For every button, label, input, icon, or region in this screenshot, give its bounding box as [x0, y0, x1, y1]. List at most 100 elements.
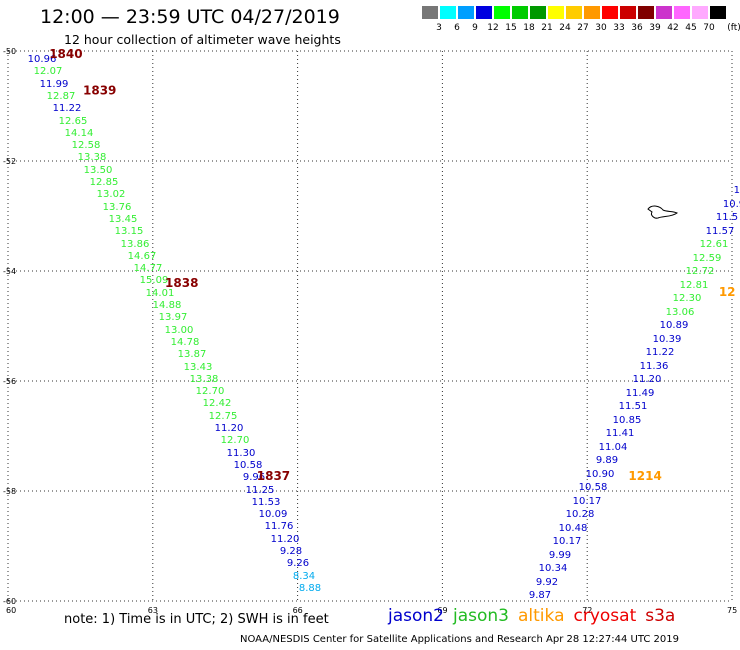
- swh-label: 12.70: [221, 435, 250, 446]
- axis-ticks: 60 63 66 69 72 75 -50 -52 -54 -56 -58 -60: [3, 47, 737, 615]
- swh-label: 12.42: [203, 398, 232, 409]
- legend-swatch: [548, 6, 564, 19]
- pass-number-label: 1837: [257, 469, 290, 483]
- swh-label: 12.87: [47, 91, 76, 102]
- swh-label: 9.87: [529, 590, 551, 601]
- pass-labels: 1840 1839 1838 1837 1214 12: [49, 47, 735, 483]
- lon-tick-label: 75: [727, 606, 737, 615]
- swh-label: 12.59: [693, 253, 722, 264]
- lon-tick-label: 63: [148, 606, 158, 615]
- swh-label: 9.28: [280, 546, 302, 557]
- map-title: 12:00 — 23:59 UTC 04/27/2019: [40, 6, 340, 28]
- lat-tick-label: -60: [3, 597, 16, 606]
- swh-label: 8.34: [293, 571, 315, 582]
- legend-label: 36: [631, 23, 643, 33]
- swh-label: 11.49: [626, 388, 655, 399]
- legend-label: 15: [505, 23, 517, 33]
- swh-label: 12.30: [673, 293, 702, 304]
- lon-tick-label: 69: [437, 606, 447, 615]
- lat-tick-label: -54: [3, 267, 16, 276]
- swh-label: 11.51: [619, 401, 648, 412]
- swh-label: 14.67: [128, 251, 157, 262]
- swh-label: 10: [734, 185, 740, 196]
- swh-label: 8.88: [299, 583, 321, 594]
- satellite-name: jason3: [453, 606, 509, 626]
- swh-label: 12.81: [680, 280, 709, 291]
- swh-label: 10.9: [723, 199, 740, 210]
- legend-label: 9: [472, 23, 478, 33]
- legend-label: 6: [454, 23, 460, 33]
- swh-label: 10.85: [613, 415, 642, 426]
- swh-label: 11.76: [265, 521, 294, 532]
- swh-label: 11.20: [633, 374, 662, 385]
- lon-tick-label: 72: [582, 606, 592, 615]
- swh-label: 12.58: [72, 140, 101, 151]
- satellite-name: cryosat: [573, 606, 637, 626]
- track-east: 141010.911.511.5712.6112.5912.7212.8112.…: [529, 185, 740, 601]
- legend-label: 70: [703, 23, 715, 33]
- swh-label: 11.5: [716, 212, 738, 223]
- legend-swatch: [692, 6, 708, 19]
- swh-label: 9.89: [596, 455, 618, 466]
- legend-swatch: [620, 6, 636, 19]
- swh-label: 13.50: [84, 165, 113, 176]
- legend-swatch: [494, 6, 510, 19]
- swh-label: 13.38: [190, 374, 219, 385]
- swh-label: 12.65: [59, 116, 88, 127]
- credit-line: NOAA/NESDIS Center for Satellite Applica…: [240, 634, 679, 645]
- swh-label: 11.41: [606, 428, 635, 439]
- swh-label: 9.99: [549, 550, 571, 561]
- swh-label: 13.02: [97, 189, 126, 200]
- graticule: [7, 50, 733, 602]
- legend-label: 30: [595, 23, 607, 33]
- swh-label: 15.09: [140, 275, 169, 286]
- lon-tick-label: 66: [293, 606, 303, 615]
- satellite-name: altika: [518, 606, 565, 626]
- map-subtitle: 12 hour collection of altimeter wave hei…: [64, 32, 341, 47]
- legend-swatch: [656, 6, 672, 19]
- swh-label: 11.36: [640, 361, 669, 372]
- swh-label: 11.22: [646, 347, 675, 358]
- swh-label: 14.78: [171, 337, 200, 348]
- swh-label: 10.28: [566, 509, 595, 520]
- satellite-name: jason2: [388, 606, 444, 626]
- swh-label: 9.26: [287, 558, 309, 569]
- legend-label: 27: [577, 23, 589, 33]
- footnote: note: 1) Time is in UTC; 2) SWH is in fe…: [64, 612, 329, 627]
- lat-tick-label: -50: [3, 47, 16, 56]
- legend-swatch: [422, 6, 438, 19]
- legend-swatch: [710, 6, 726, 19]
- swh-label: 13.38: [78, 152, 107, 163]
- swh-label: 13.06: [666, 307, 695, 318]
- legend-swatch: [530, 6, 546, 19]
- swh-label: 14.01: [146, 288, 175, 299]
- swh-label: 10.96: [28, 54, 57, 65]
- swh-label: 10.89: [660, 320, 689, 331]
- swh-label: 10.17: [573, 496, 602, 507]
- legend-label: 12: [487, 23, 499, 33]
- lat-tick-label: -58: [3, 487, 16, 496]
- pass-number-label: 1839: [83, 84, 116, 98]
- swh-label: 13.86: [121, 239, 150, 250]
- swh-label: 11.30: [227, 448, 256, 459]
- lat-tick-label: -52: [3, 157, 16, 166]
- legend-swatch: [638, 6, 654, 19]
- swh-label: 9.92: [536, 577, 558, 588]
- swh-label: 12.85: [90, 177, 119, 188]
- swh-label: 10.58: [234, 460, 263, 471]
- legend-swatch: [440, 6, 456, 19]
- satellite-key: jason2 jason3 altika cryosat s3a: [388, 606, 684, 626]
- swh-label: 12.07: [34, 66, 63, 77]
- lat-tick-label: -56: [3, 377, 16, 386]
- legend-label: 21: [541, 23, 553, 33]
- swh-label: 11.99: [40, 79, 69, 90]
- legend-label: 3: [436, 23, 442, 33]
- swh-label: 13.76: [103, 202, 132, 213]
- legend-swatch: [566, 6, 582, 19]
- swh-label: 12.70: [196, 386, 225, 397]
- legend-label: 45: [685, 23, 697, 33]
- swh-label: 13.15: [115, 226, 144, 237]
- swh-label: 10.48: [559, 523, 588, 534]
- swh-label: 13.97: [159, 312, 188, 323]
